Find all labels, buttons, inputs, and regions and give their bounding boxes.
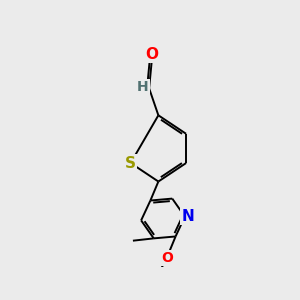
Text: O: O [146, 47, 159, 62]
Text: S: S [125, 155, 136, 170]
Text: N: N [181, 209, 194, 224]
Text: H: H [137, 80, 148, 94]
Text: O: O [162, 251, 173, 265]
